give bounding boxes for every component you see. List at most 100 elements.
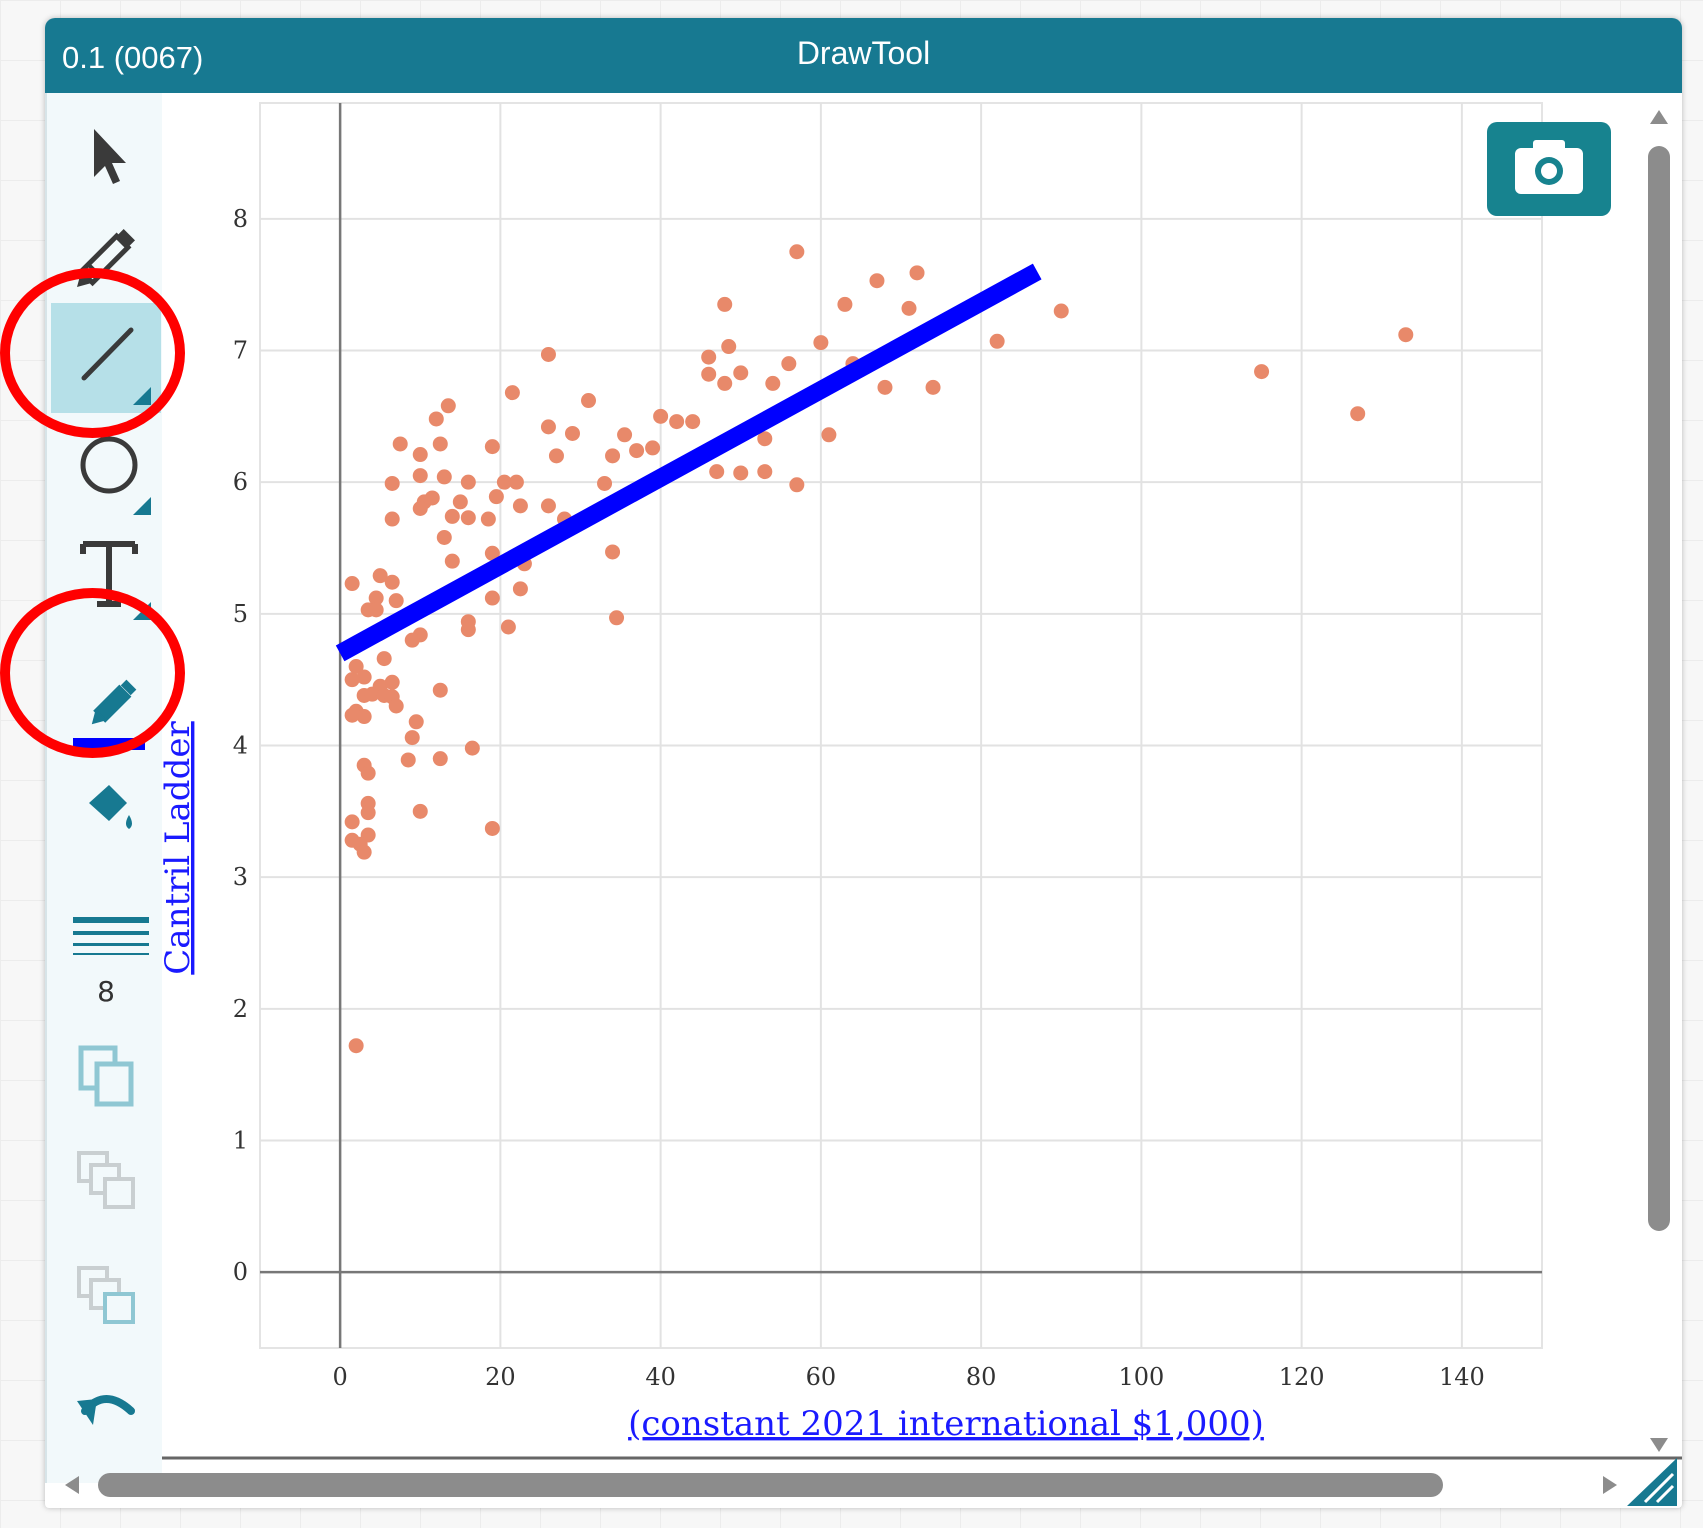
data-point: [709, 464, 725, 480]
data-point: [440, 398, 456, 414]
data-point: [344, 576, 360, 592]
select-tool-button[interactable]: [51, 103, 161, 213]
horizontal-scrollbar-thumb[interactable]: [98, 1473, 1443, 1497]
data-point: [384, 674, 400, 690]
data-point: [540, 419, 556, 435]
data-point: [344, 707, 360, 723]
stroke-color-button[interactable]: [51, 663, 161, 773]
data-point: [344, 814, 360, 830]
data-point: [464, 740, 480, 756]
line-tool-button[interactable]: [51, 303, 161, 413]
data-point: [548, 448, 564, 464]
data-point: [388, 698, 404, 714]
data-point: [540, 498, 556, 514]
pencil-color-icon: [73, 679, 145, 750]
data-point: [384, 475, 400, 491]
data-point: [1398, 327, 1414, 343]
data-point: [360, 765, 376, 781]
data-point: [733, 465, 749, 481]
data-point: [412, 447, 428, 463]
text-tool-button[interactable]: [51, 518, 161, 628]
duplicate-icon: [78, 1045, 134, 1107]
data-point: [412, 803, 428, 819]
tool-palette: 8: [45, 93, 166, 1483]
data-point: [488, 489, 504, 505]
data-point: [376, 651, 392, 667]
data-point: [484, 590, 500, 606]
scroll-left-arrow[interactable]: [65, 1476, 79, 1494]
data-point: [412, 468, 428, 484]
duplicate-button[interactable]: [51, 1018, 161, 1128]
scroll-up-arrow[interactable]: [1650, 110, 1668, 124]
resize-handle-icon[interactable]: [1617, 1458, 1677, 1506]
ellipse-tool-button[interactable]: [51, 413, 161, 523]
send-backward-button[interactable]: [51, 1248, 161, 1358]
data-point: [597, 475, 613, 491]
circle-icon: [80, 436, 138, 494]
scroll-down-arrow[interactable]: [1650, 1438, 1668, 1452]
layer-forward-icon: [77, 1151, 135, 1209]
y-tick-label: 5: [233, 600, 248, 628]
data-point: [484, 545, 500, 561]
data-point: [1350, 406, 1366, 422]
data-point: [789, 477, 805, 493]
data-point: [496, 474, 512, 490]
x-tick-label: 40: [645, 1363, 676, 1391]
data-point: [581, 393, 597, 409]
freehand-tool-button[interactable]: [51, 203, 161, 313]
x-tick-label: 80: [966, 1363, 997, 1391]
data-point: [444, 508, 460, 524]
data-point: [1053, 303, 1069, 319]
data-point: [989, 333, 1005, 349]
plot-frame: [259, 102, 1543, 1349]
data-point: [813, 335, 829, 351]
data-point: [617, 427, 633, 443]
data-point: [400, 752, 416, 768]
data-point: [460, 510, 476, 526]
y-tick-label: 4: [233, 732, 248, 760]
stroke-width-button[interactable]: 8: [51, 903, 161, 1013]
x-tick-label: 20: [485, 1363, 516, 1391]
y-tick-label: 8: [233, 205, 248, 233]
pencil-icon: [77, 229, 135, 287]
data-point: [1254, 364, 1270, 380]
camera-button[interactable]: [1487, 122, 1611, 216]
data-point: [564, 425, 580, 441]
data-point: [837, 296, 853, 312]
y-tick-label: 1: [233, 1127, 248, 1155]
x-tick-label: 60: [806, 1363, 837, 1391]
undo-icon: [77, 1395, 135, 1425]
data-point: [356, 709, 372, 725]
data-point: [653, 408, 669, 424]
data-point: [364, 686, 380, 702]
data-point: [508, 474, 524, 490]
data-point: [757, 464, 773, 480]
bring-forward-button[interactable]: [51, 1133, 161, 1243]
data-point: [512, 498, 528, 514]
fill-color-button[interactable]: [51, 773, 161, 883]
y-tick-label: 6: [233, 468, 248, 496]
data-point: [789, 244, 805, 260]
data-point: [372, 568, 388, 584]
data-point: [925, 379, 941, 395]
data-point: [404, 730, 420, 746]
data-point: [432, 436, 448, 452]
text-icon: [80, 541, 138, 607]
stroke-width-value: 8: [97, 975, 115, 1008]
scroll-right-arrow[interactable]: [1603, 1476, 1617, 1494]
vertical-scrollbar-thumb[interactable]: [1648, 146, 1670, 1231]
data-point: [605, 448, 621, 464]
scatter-chart: 0 20 40 60 80 100 120 140 0 1 2 3 4 5 6 7 8 (constant 202…: [162, 102, 1682, 1460]
data-point: [388, 593, 404, 609]
data-point: [348, 1038, 364, 1054]
data-point: [392, 436, 408, 452]
data-point: [781, 356, 797, 372]
data-point: [500, 619, 516, 635]
data-point: [384, 511, 400, 527]
title-bar[interactable]: 0.1 (0067) DrawTool: [45, 18, 1682, 93]
undo-button[interactable]: [51, 1363, 161, 1473]
data-point: [368, 590, 384, 606]
data-point: [512, 581, 528, 597]
drawing-canvas[interactable]: 0 20 40 60 80 100 120 140 0 1 2 3 4 5 6 7 8 (constant 202…: [162, 93, 1682, 1483]
data-point: [669, 414, 685, 430]
